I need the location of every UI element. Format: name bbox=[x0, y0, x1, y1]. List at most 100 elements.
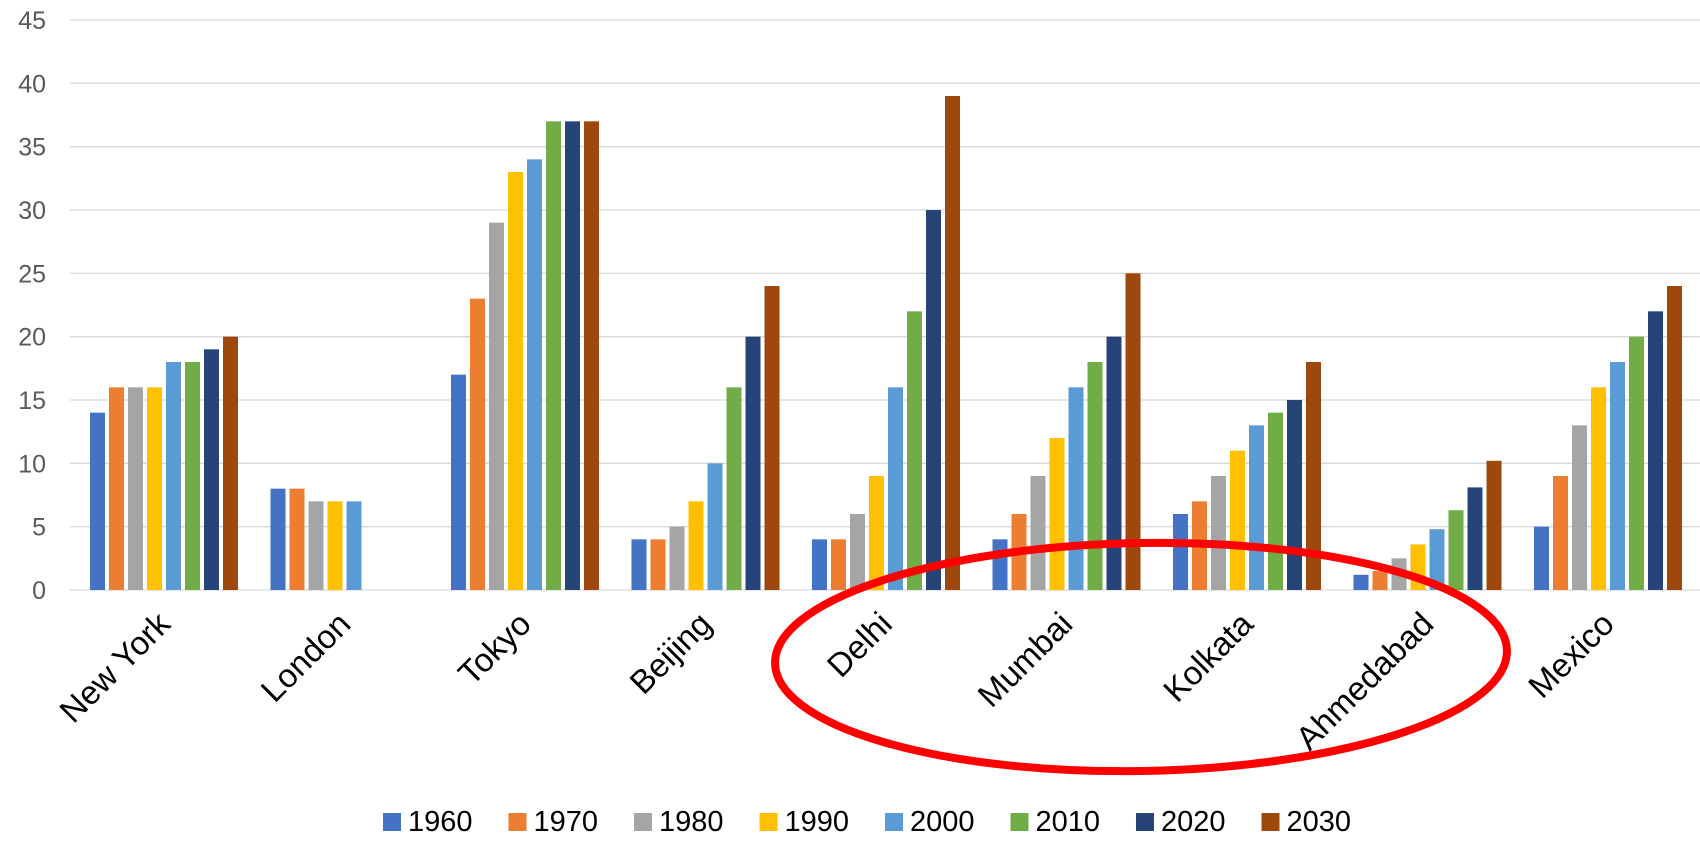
bar-london-1980 bbox=[308, 501, 324, 590]
y-tick-label: 30 bbox=[18, 197, 46, 225]
annotation-layer bbox=[771, 538, 1511, 776]
bar-beijing-2020 bbox=[745, 336, 761, 590]
bar-mexico-1980 bbox=[1572, 425, 1587, 590]
bar-delhi-1990 bbox=[869, 476, 884, 590]
bar-ahmedabad-2000 bbox=[1429, 529, 1445, 590]
legend-swatch-2030 bbox=[1261, 813, 1280, 831]
y-tick-label: 0 bbox=[32, 577, 46, 605]
bar-mexico-2030 bbox=[1667, 286, 1682, 590]
bar-mexico-2000 bbox=[1610, 362, 1625, 590]
y-tick-label: 25 bbox=[18, 260, 46, 288]
category-label: Tokyo bbox=[451, 605, 538, 692]
bar-delhi-2010 bbox=[907, 311, 922, 590]
bar-delhi-2000 bbox=[888, 387, 903, 590]
category-label: Beijing bbox=[622, 605, 718, 701]
bar-mumbai-2020 bbox=[1106, 336, 1122, 590]
bar-delhi-1980 bbox=[850, 514, 865, 590]
bar-new-york-2030 bbox=[223, 336, 238, 590]
legend-label: 2000 bbox=[910, 806, 975, 838]
bar-kolkata-2000 bbox=[1249, 425, 1264, 590]
bar-delhi-1960 bbox=[812, 539, 827, 590]
bar-new-york-2020 bbox=[204, 349, 219, 590]
bar-kolkata-1990 bbox=[1230, 450, 1245, 590]
bar-mumbai-2000 bbox=[1068, 387, 1084, 590]
bar-mumbai-1990 bbox=[1049, 438, 1065, 590]
legend: 1960 1970 1980 1990 2000 2010 2020 2030 bbox=[383, 806, 1351, 838]
bar-ahmedabad-1960 bbox=[1353, 574, 1369, 590]
bar-tokyo-1960 bbox=[451, 374, 466, 590]
category-label: Ahmedabad bbox=[1288, 605, 1440, 757]
legend-swatch-2000 bbox=[885, 813, 903, 831]
bar-kolkata-2030 bbox=[1306, 362, 1321, 590]
bar-london-2000 bbox=[346, 501, 362, 590]
category-label: Mumbai bbox=[970, 605, 1079, 714]
bar-mexico-1970 bbox=[1553, 476, 1568, 590]
bar-mumbai-1960 bbox=[992, 539, 1008, 590]
y-tick-label: 5 bbox=[32, 514, 46, 542]
bar-new-york-2000 bbox=[166, 362, 181, 590]
bar-beijing-1980 bbox=[669, 526, 685, 590]
y-tick-label: 15 bbox=[18, 387, 46, 415]
bar-tokyo-1980 bbox=[489, 222, 504, 590]
bar-mexico-1960 bbox=[1534, 526, 1549, 590]
bar-beijing-1970 bbox=[650, 539, 666, 590]
y-tick-label: 40 bbox=[18, 70, 46, 98]
legend-label: 1960 bbox=[408, 806, 473, 838]
legend-label: 1990 bbox=[785, 806, 850, 838]
bar-ahmedabad-2010 bbox=[1448, 510, 1464, 590]
bar-beijing-1960 bbox=[631, 539, 647, 590]
bar-new-york-1990 bbox=[147, 387, 162, 590]
bar-new-york-1960 bbox=[90, 412, 105, 590]
bar-delhi-2020 bbox=[926, 210, 941, 590]
bar-tokyo-2030 bbox=[584, 121, 599, 590]
category-label: Kolkata bbox=[1156, 604, 1260, 708]
bar-ahmedabad-2030 bbox=[1486, 460, 1502, 590]
legend-swatch-1970 bbox=[508, 813, 527, 831]
y-tick-label: 20 bbox=[18, 324, 46, 352]
bar-tokyo-2020 bbox=[565, 121, 580, 590]
bar-beijing-2000 bbox=[707, 463, 723, 590]
category-label: Delhi bbox=[820, 605, 899, 684]
legend-label: 1980 bbox=[659, 806, 724, 838]
legend-swatch-1990 bbox=[759, 813, 778, 831]
bar-beijing-2010 bbox=[726, 387, 742, 590]
bar-tokyo-1970 bbox=[470, 298, 485, 590]
legend-label: 2010 bbox=[1036, 806, 1101, 838]
bar-london-1960 bbox=[270, 488, 286, 590]
bar-mumbai-2010 bbox=[1087, 362, 1103, 590]
bar-mexico-2010 bbox=[1629, 336, 1644, 590]
y-axis-ticks: 0 5 10 15 20 25 30 35 40 45 bbox=[18, 7, 46, 605]
category-label: New York bbox=[52, 604, 177, 729]
bar-mexico-2020 bbox=[1648, 311, 1663, 590]
highlight-ellipse bbox=[771, 538, 1511, 776]
bar-ahmedabad-1970 bbox=[1372, 571, 1388, 590]
bar-beijing-1990 bbox=[688, 501, 704, 590]
bar-mumbai-2030 bbox=[1125, 273, 1141, 590]
legend-swatch-1980 bbox=[634, 813, 652, 831]
bar-london-1970 bbox=[289, 488, 305, 590]
bar-tokyo-2000 bbox=[527, 159, 542, 591]
bar-mexico-1990 bbox=[1591, 387, 1606, 590]
legend-label: 2030 bbox=[1287, 806, 1352, 838]
legend-swatch-2010 bbox=[1010, 813, 1029, 831]
y-tick-label: 35 bbox=[18, 134, 46, 162]
legend-label: 2020 bbox=[1161, 806, 1226, 838]
bar-kolkata-1980 bbox=[1211, 476, 1226, 590]
bars bbox=[90, 96, 1682, 591]
legend-swatch-2020 bbox=[1136, 813, 1154, 831]
bar-delhi-1970 bbox=[831, 539, 846, 590]
bar-london-1990 bbox=[327, 501, 343, 590]
category-label: Mexico bbox=[1521, 605, 1621, 705]
bar-tokyo-2010 bbox=[546, 121, 561, 590]
bar-new-york-1970 bbox=[109, 387, 124, 590]
bar-new-york-1980 bbox=[128, 387, 143, 590]
bar-tokyo-1990 bbox=[508, 172, 523, 590]
bar-kolkata-1960 bbox=[1173, 514, 1188, 590]
category-label: London bbox=[253, 605, 357, 709]
bar-mumbai-1980 bbox=[1030, 476, 1046, 590]
bar-kolkata-2020 bbox=[1287, 400, 1302, 590]
y-tick-label: 10 bbox=[18, 450, 46, 478]
bar-ahmedabad-2020 bbox=[1467, 487, 1483, 590]
